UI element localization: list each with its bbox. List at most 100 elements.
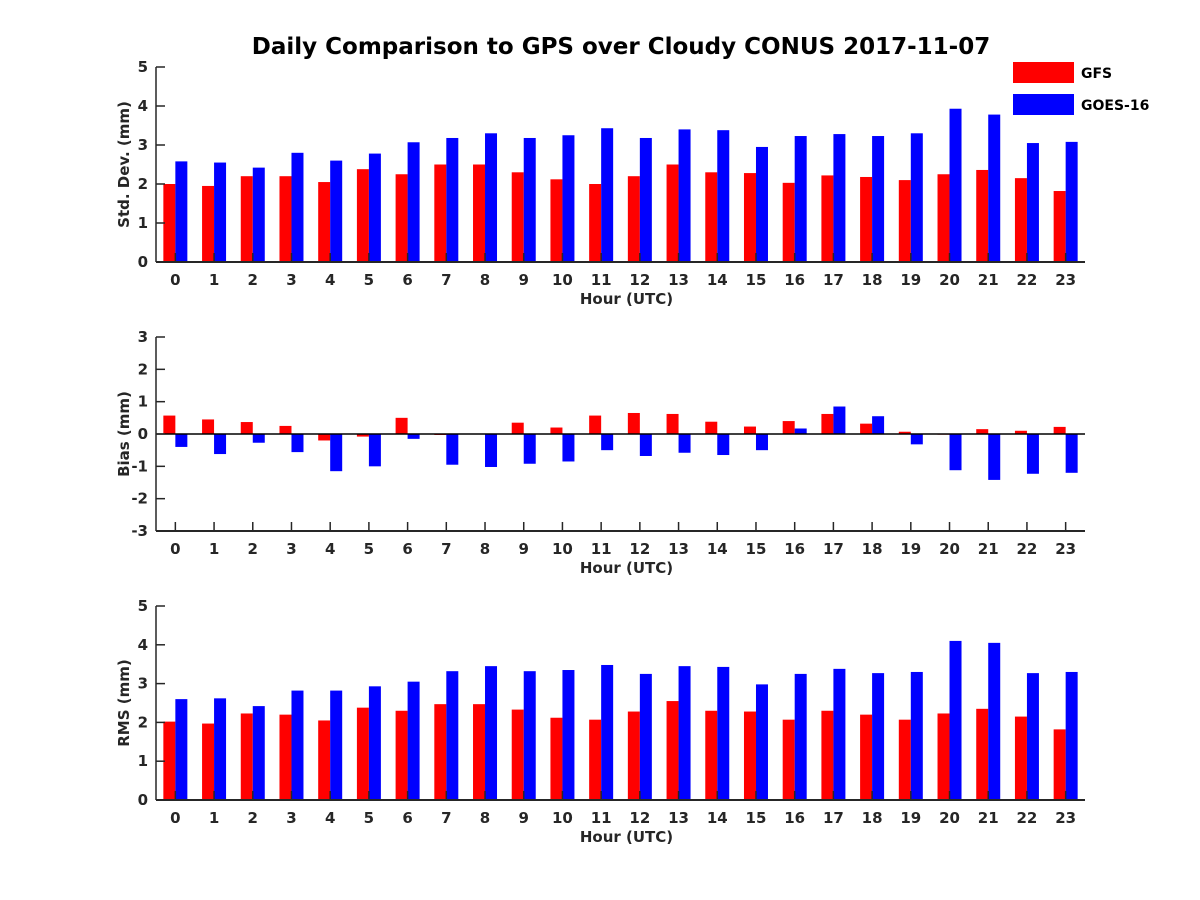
bar-goes-16-9 — [523, 434, 536, 464]
bar-gfs-20 — [937, 713, 950, 800]
x-tick-label: 12 — [629, 271, 650, 289]
x-tick-label: 22 — [1017, 809, 1038, 827]
bar-goes-16-13 — [678, 434, 691, 453]
bar-goes-16-11 — [601, 664, 614, 800]
bar-goes-16-13 — [678, 666, 691, 800]
bar-gfs-1 — [202, 723, 215, 800]
x-tick-label: 13 — [668, 540, 689, 558]
bar-goes-16-21 — [988, 114, 1001, 262]
bar-goes-16-23 — [1065, 434, 1078, 473]
bar-goes-16-16 — [794, 673, 807, 800]
x-tick-label: 6 — [402, 540, 412, 558]
legend-label-gfs: GFS — [1081, 66, 1112, 82]
bar-gfs-11 — [589, 719, 602, 800]
bar-gfs-11 — [589, 415, 602, 434]
bar-goes-16-14 — [717, 130, 730, 262]
bar-gfs-21 — [976, 169, 989, 262]
x-tick-label: 3 — [286, 540, 296, 558]
x-tick-label: 2 — [248, 271, 258, 289]
bar-gfs-9 — [511, 709, 524, 800]
x-tick-label: 15 — [746, 809, 767, 827]
bar-goes-16-18 — [872, 416, 885, 434]
bar-gfs-9 — [511, 172, 524, 262]
x-tick-label: 23 — [1055, 809, 1076, 827]
x-tick-label: 12 — [629, 809, 650, 827]
bar-gfs-13 — [666, 701, 679, 800]
x-tick-label: 1 — [209, 271, 219, 289]
bar-goes-16-2 — [252, 167, 265, 262]
bar-gfs-4 — [318, 434, 331, 441]
y-tick-label: 0 — [138, 253, 148, 271]
x-tick-label: 22 — [1017, 540, 1038, 558]
x-tick-label: 10 — [552, 809, 573, 827]
bar-gfs-0 — [163, 721, 176, 800]
x-tick-label: 0 — [170, 540, 180, 558]
x-tick-label: 13 — [668, 809, 689, 827]
bar-gfs-3 — [279, 176, 292, 262]
bar-goes-16-15 — [755, 684, 768, 800]
bar-gfs-23 — [1053, 729, 1066, 800]
x-tick-label: 7 — [441, 540, 451, 558]
y-tick-label: 0 — [138, 425, 148, 443]
bar-gfs-18 — [860, 176, 873, 262]
bar-gfs-7 — [434, 164, 447, 262]
bar-gfs-12 — [627, 412, 640, 434]
bar-goes-16-3 — [291, 690, 304, 800]
x-tick-label: 1 — [209, 809, 219, 827]
bar-gfs-12 — [627, 176, 640, 262]
bar-goes-16-18 — [872, 136, 885, 262]
bar-gfs-5 — [356, 707, 369, 800]
bar-goes-16-1 — [214, 162, 227, 262]
bar-gfs-17 — [821, 175, 834, 262]
bar-goes-16-20 — [949, 108, 962, 262]
y-tick-label: 1 — [138, 214, 148, 232]
bar-gfs-10 — [550, 427, 563, 434]
bar-goes-16-20 — [949, 640, 962, 800]
y-tick-label: -3 — [131, 522, 148, 540]
bar-goes-16-10 — [562, 670, 575, 800]
bar-goes-16-7 — [446, 137, 459, 262]
bar-gfs-10 — [550, 717, 563, 800]
x-tick-label: 7 — [441, 271, 451, 289]
bar-gfs-13 — [666, 164, 679, 262]
bar-goes-16-0 — [175, 699, 188, 800]
x-tick-label: 4 — [325, 809, 335, 827]
x-tick-label: 11 — [591, 271, 612, 289]
bar-goes-16-8 — [485, 666, 498, 800]
bar-gfs-19 — [898, 431, 911, 434]
bar-gfs-14 — [705, 710, 718, 800]
x-tick-label: 9 — [519, 540, 529, 558]
bar-gfs-17 — [821, 710, 834, 800]
bar-gfs-22 — [1014, 178, 1027, 262]
bar-goes-16-10 — [562, 135, 575, 262]
bar-gfs-9 — [511, 422, 524, 434]
bar-gfs-3 — [279, 425, 292, 434]
bar-gfs-12 — [627, 711, 640, 800]
x-tick-label: 5 — [364, 540, 374, 558]
y-tick-label: 4 — [138, 97, 148, 115]
x-tick-label: 19 — [900, 809, 921, 827]
x-tick-label: 14 — [707, 271, 728, 289]
bar-goes-16-8 — [485, 133, 498, 262]
legend: GFS GOES-16 — [1013, 62, 1149, 115]
bar-goes-16-10 — [562, 434, 575, 462]
bar-gfs-22 — [1014, 716, 1027, 800]
bar-gfs-22 — [1014, 430, 1027, 434]
y-tick-label: 2 — [138, 175, 148, 193]
x-tick-label: 8 — [480, 540, 490, 558]
x-tick-label: 16 — [784, 809, 805, 827]
chart-title: Daily Comparison to GPS over Cloudy CONU… — [252, 34, 990, 60]
x-tick-label: 8 — [480, 809, 490, 827]
x-tick-label: 18 — [862, 809, 883, 827]
x-tick-label: 10 — [552, 540, 573, 558]
bar-gfs-10 — [550, 179, 563, 262]
legend-swatch-goes-16 — [1013, 94, 1074, 115]
bar-gfs-1 — [202, 185, 215, 262]
y-tick-label: 3 — [138, 136, 148, 154]
x-tick-label: 9 — [519, 271, 529, 289]
bar-gfs-23 — [1053, 191, 1066, 262]
y-tick-label: 3 — [138, 675, 148, 693]
bar-goes-16-17 — [833, 134, 846, 262]
x-tick-label: 9 — [519, 809, 529, 827]
bar-gfs-19 — [898, 719, 911, 800]
